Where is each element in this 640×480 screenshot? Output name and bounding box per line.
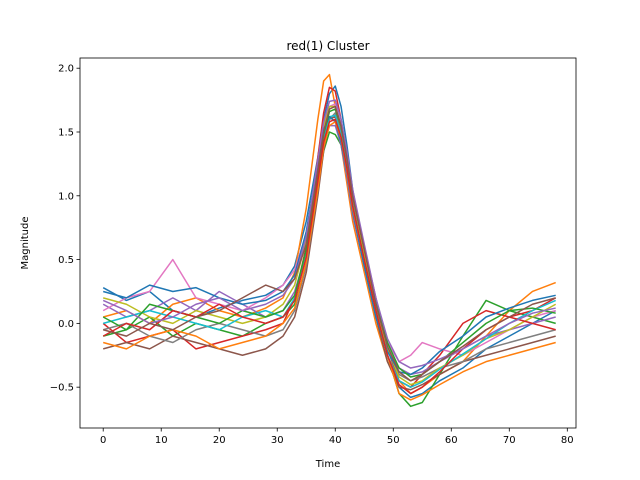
chart-title: red(1) Cluster — [286, 39, 369, 53]
y-axis-label: Magnitude — [20, 217, 31, 270]
series-line — [103, 114, 557, 388]
x-tick-label: 80 — [561, 435, 574, 446]
y-tick-label: −0.5 — [50, 383, 74, 394]
x-tick-label: 40 — [329, 435, 342, 446]
x-tick-label: 50 — [387, 435, 400, 446]
x-tick-label: 0 — [100, 435, 106, 446]
series-line — [103, 131, 556, 408]
y-tick-label: 1.0 — [58, 191, 74, 202]
y-tick-label: 1.5 — [58, 128, 74, 139]
axis-ticks: 0 10 20 30 40 50 60 70 80 −0.5 0.0 0.5 1.0 1.5 2.0 — [50, 64, 574, 446]
x-tick-label: 20 — [213, 435, 226, 446]
series-line — [103, 112, 556, 382]
x-tick-label: 30 — [271, 435, 284, 446]
y-tick-label: 0.0 — [58, 319, 74, 330]
x-tick-label: 60 — [445, 435, 458, 446]
x-tick-label: 10 — [155, 435, 168, 446]
y-tick-label: 2.0 — [58, 64, 74, 75]
x-axis-label: Time — [315, 459, 340, 470]
series-line — [103, 105, 557, 386]
x-tick-label: 70 — [503, 435, 516, 446]
series-line — [103, 105, 556, 382]
series-lines — [102, 73, 557, 408]
series-line — [102, 99, 556, 369]
series-line — [102, 118, 556, 395]
y-tick-label: 0.5 — [58, 255, 74, 266]
series-line — [102, 85, 557, 399]
plot-area-frame — [79, 57, 577, 429]
